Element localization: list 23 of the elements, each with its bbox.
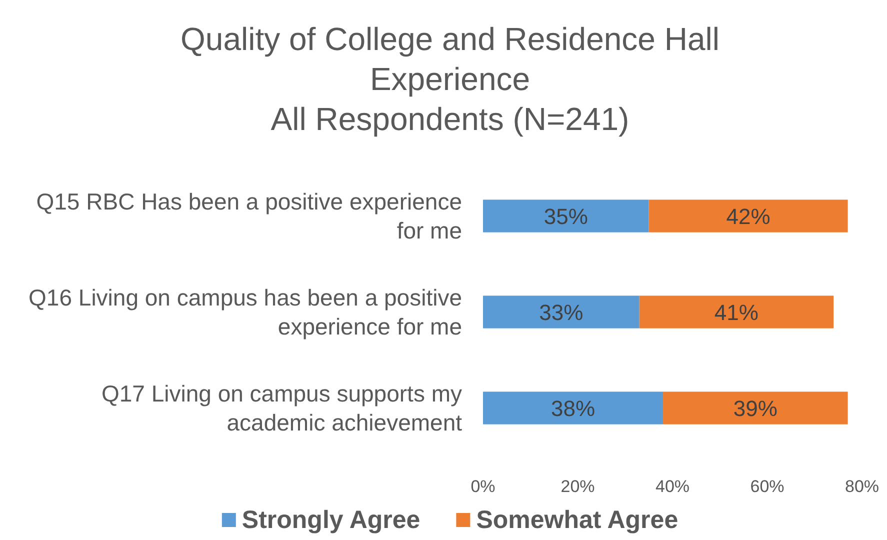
- data-label: 42%: [726, 204, 770, 229]
- x-tick-label: 40%: [655, 477, 690, 496]
- y-tick-label: Q15 RBC Has been a positive experience for me: [36, 188, 462, 244]
- data-label: 33%: [539, 300, 584, 325]
- bar: [648, 200, 848, 232]
- chart-title: Quality of College and Residence Hall Experience All Respondents (N=241): [180, 21, 720, 137]
- bar: [483, 392, 664, 424]
- x-tick-label: 0%: [470, 477, 496, 496]
- data-label: 41%: [714, 300, 758, 325]
- x-tick-label: 20%: [560, 477, 595, 496]
- bar: [639, 296, 834, 328]
- legend-label: Strongly Agree: [242, 506, 420, 534]
- x-tick-label: 60%: [750, 477, 784, 496]
- data-label: 35%: [544, 204, 588, 229]
- x-tick-label: 80%: [844, 477, 880, 496]
- data-label: 38%: [550, 396, 596, 421]
- bar: [663, 392, 848, 424]
- y-tick-label: Q17 Living on campus supports my academic achievement: [101, 380, 463, 436]
- data-label: 39%: [733, 396, 778, 421]
- y-tick-label: Q16 Living on campus has been a positive experience for me: [28, 284, 462, 340]
- bar: [483, 200, 649, 232]
- bar: [483, 296, 640, 328]
- legend-label: Somewhat Agree: [476, 506, 678, 534]
